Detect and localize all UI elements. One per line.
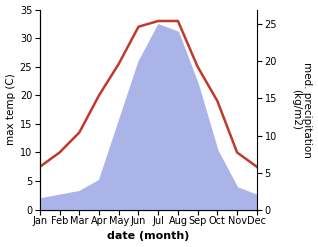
Y-axis label: med. precipitation
(kg/m2): med. precipitation (kg/m2) (291, 62, 313, 158)
X-axis label: date (month): date (month) (107, 231, 190, 242)
Y-axis label: max temp (C): max temp (C) (5, 74, 16, 145)
